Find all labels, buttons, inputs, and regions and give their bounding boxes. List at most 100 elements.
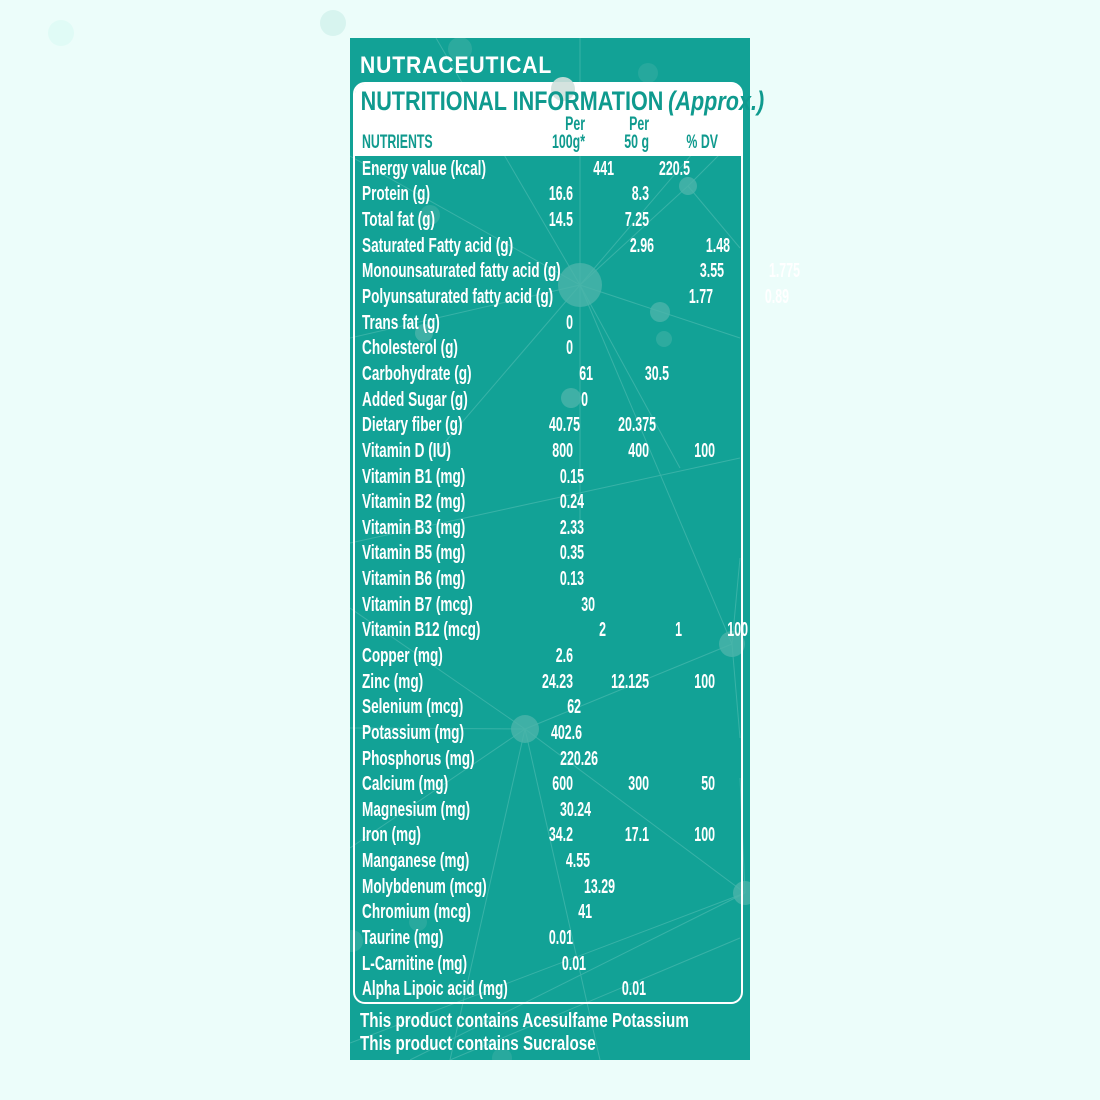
nutrient-name: Cholesterol (g) xyxy=(362,337,458,360)
table-row: Molybdenum (mcg) 13.29 xyxy=(362,874,715,900)
nutrient-name: Taurine (mg) xyxy=(362,927,444,950)
per-100g-value: 0 xyxy=(566,337,574,360)
table-row: Carbohydrate (g) 61 30.5 xyxy=(362,361,715,387)
per-100g-value: 0.01 xyxy=(562,952,587,975)
nutrient-name: Total fat (g) xyxy=(362,209,436,232)
nutrient-name: Magnesium (mg) xyxy=(362,798,471,821)
table-row: Trans fat (g) 0 xyxy=(362,310,715,336)
nutrient-name: Chromium (mcg) xyxy=(362,901,471,924)
nutrient-name: Vitamin D (IU) xyxy=(362,439,451,462)
per-100g-value: 2 xyxy=(599,619,607,642)
nutrient-name: Energy value (kcal) xyxy=(362,157,486,180)
per-100g-value: 24.23 xyxy=(541,670,573,693)
table-row: Vitamin B1 (mg) 0.15 xyxy=(362,464,715,490)
table-row: Zinc (mg) 24.23 12.125 100 xyxy=(362,669,715,695)
per-100g-value: 600 xyxy=(552,773,573,796)
per-50g-value: 17.1 xyxy=(624,824,649,847)
per-100g-value: 0.13 xyxy=(559,568,584,591)
per-50g-value: 300 xyxy=(628,773,649,796)
per-100g-value: 40.75 xyxy=(548,414,580,437)
per-50g-value: 30.5 xyxy=(644,362,670,385)
nutrient-name: Phosphorus (mg) xyxy=(362,747,475,770)
per-100g-value: 0.15 xyxy=(559,465,584,488)
network-decoration xyxy=(350,38,750,1060)
table-row: Added Sugar (g) 0 xyxy=(362,387,715,413)
nutrition-label-panel: NUTRACEUTICAL NUTRITIONAL INFORMATION (Ap… xyxy=(350,38,800,1060)
nutrient-name: Dietary fiber (g) xyxy=(362,414,463,437)
nutrient-name: L-Carnitine (mg) xyxy=(362,952,468,975)
per-100g-value: 1.77 xyxy=(689,286,714,309)
nutrient-name: Protein (g) xyxy=(362,183,430,206)
per-100g-value: 220.26 xyxy=(559,747,598,770)
nutrient-name: Added Sugar (g) xyxy=(362,388,468,411)
per-50g-value: 12.125 xyxy=(611,670,649,693)
table-row: Vitamin B5 (mg) 0.35 xyxy=(362,541,715,567)
nutrient-name: Monounsaturated fatty acid (g) xyxy=(362,260,561,283)
per-50g-value: 1 xyxy=(675,619,683,642)
table-row: Cholesterol (g) 0 xyxy=(362,335,715,361)
table-row: Total fat (g) 14.5 7.25 xyxy=(362,207,715,233)
table-row: Potassium (mg) 402.6 xyxy=(362,720,715,746)
per-100g-value: 0.24 xyxy=(559,491,584,514)
column-header-per-100g: Per 100g* xyxy=(552,114,585,153)
per-100g-value: 0 xyxy=(580,388,588,411)
grey-dot-decoration xyxy=(551,77,575,101)
per-50g-value: 1.48 xyxy=(706,234,731,257)
per-100g-value: 441 xyxy=(593,157,615,180)
per-100g-value: 34.2 xyxy=(548,824,573,847)
table-row: Saturated Fatty acid (g) 2.96 1.48 xyxy=(362,233,730,259)
per-50g-value: 8.3 xyxy=(631,183,649,206)
per-50g-value: 20.375 xyxy=(617,414,656,437)
table-row: Chromium (mcg) 41 xyxy=(362,900,715,926)
nutrient-name: Trans fat (g) xyxy=(362,311,440,334)
table-row: Alpha Lipoic acid (mg) 0.01 xyxy=(362,977,715,1003)
nutrient-name: Vitamin B6 (mg) xyxy=(362,568,466,591)
per-50g-value: 1.775 xyxy=(769,260,801,283)
per-100g-value: 3.55 xyxy=(700,260,725,283)
table-row: Vitamin B2 (mg) 0.24 xyxy=(362,489,715,515)
per-100g-value: 4.55 xyxy=(565,850,590,873)
nutrient-name: Polyunsaturated fatty acid (g) xyxy=(362,286,554,309)
column-header-dv: % DV xyxy=(686,132,718,153)
table-row: Manganese (mg) 4.55 xyxy=(362,848,715,874)
per-100g-value: 800 xyxy=(552,439,573,462)
dv-value: 100 xyxy=(694,670,715,693)
table-row: Protein (g) 16.6 8.3 xyxy=(362,182,715,208)
per-100g-value: 2.33 xyxy=(559,516,584,539)
column-header-per-50g: Per 50 g xyxy=(624,114,649,153)
per-50g-value: 0.89 xyxy=(765,286,790,309)
table-row: Selenium (mcg) 62 xyxy=(362,694,715,720)
nutrient-name: Vitamin B7 (mcg) xyxy=(362,593,473,616)
nutrient-name: Calcium (mg) xyxy=(362,773,449,796)
nutrient-name: Zinc (mg) xyxy=(362,670,424,693)
column-headers: NUTRIENTS Per 100g* Per 50 g % DV xyxy=(355,114,741,156)
per-100g-value: 0.01 xyxy=(622,978,647,1001)
table-row: Phosphorus (mg) 220.26 xyxy=(362,746,715,772)
nutrient-name: Manganese (mg) xyxy=(362,850,470,873)
brand-title: NUTRACEUTICAL xyxy=(360,52,553,79)
per-100g-value: 2.6 xyxy=(555,644,573,667)
nutrient-name: Carbohydrate (g) xyxy=(362,362,472,385)
table-row: Vitamin B7 (mcg) 30 xyxy=(362,592,715,618)
per-100g-value: 41 xyxy=(578,901,592,924)
per-100g-value: 13.29 xyxy=(584,875,616,898)
background-dot-decoration xyxy=(48,20,74,46)
dv-value: 50 xyxy=(701,773,715,796)
per-100g-value: 0 xyxy=(566,311,573,334)
column-header-nutrients: NUTRIENTS xyxy=(362,132,433,153)
table-row: Taurine (mg) 0.01 xyxy=(362,925,715,951)
table-row: Magnesium (mg) 30.24 xyxy=(362,797,715,823)
per-100g-value: 61 xyxy=(579,362,594,385)
per-100g-value: 0.35 xyxy=(559,542,584,565)
nutrient-name: Vitamin B1 (mg) xyxy=(362,465,466,488)
per-100g-value: 402.6 xyxy=(550,721,583,744)
nutrient-name: Iron (mg) xyxy=(362,824,421,847)
table-row: Vitamin B6 (mg) 0.13 xyxy=(362,566,715,592)
per-100g-value: 2.96 xyxy=(630,234,655,257)
nutrition-table: NUTRITIONAL INFORMATION (Approx.) NUTRIEN… xyxy=(353,77,800,1004)
table-title-note: (Approx.) xyxy=(668,86,765,116)
per-100g-value: 62 xyxy=(567,696,581,719)
background-dot-decoration xyxy=(320,10,346,36)
table-row: Monounsaturated fatty acid (g) 3.55 1.775 xyxy=(362,259,800,285)
